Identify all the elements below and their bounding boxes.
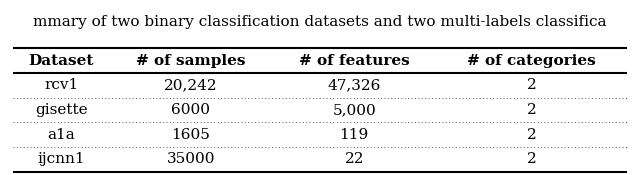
Text: mmary of two binary classification datasets and two multi-labels classifica: mmary of two binary classification datas…: [33, 15, 607, 29]
